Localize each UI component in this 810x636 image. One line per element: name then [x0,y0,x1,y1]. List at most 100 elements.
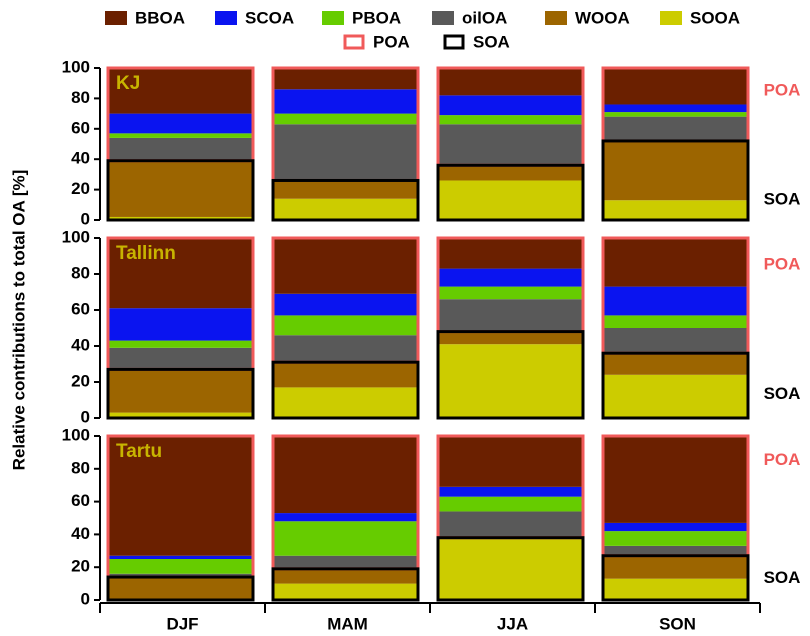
group-outline [106,159,255,222]
y-tick-label: 40 [71,524,90,543]
y-tick-label: 40 [71,335,90,354]
bar-segment [108,436,253,556]
bar-segment [108,308,253,341]
group-outline [436,330,585,420]
group-outline [271,178,420,222]
bar-segment [273,583,418,600]
legend-label: SOOA [690,8,740,27]
bar-segment [603,328,748,354]
bar-segment [603,238,748,287]
group-outline [271,567,420,602]
bar-segment [438,180,583,220]
bar-segment [273,568,418,584]
bar-segment [603,555,748,579]
bar-segment [108,238,253,309]
group-label: SOA [764,568,801,587]
legend-swatch [215,11,237,25]
group-outline [436,163,585,222]
legend-label: SOA [473,32,510,51]
bar-segment [603,374,748,418]
x-tick-label: JJA [497,614,528,633]
y-tick-label: 60 [71,491,90,510]
y-tick-label: 100 [62,57,90,76]
legend-swatch [322,11,344,25]
legend-label: POA [373,32,410,51]
bar-segment [273,124,418,181]
legend-swatch [343,34,365,50]
group-label: POA [764,254,801,273]
bar-segment [603,578,748,600]
group-outline [436,536,585,602]
bar-segment [273,513,418,522]
bar-segment [108,68,253,114]
legend-label: PBOA [352,8,401,27]
bar-segment [603,545,748,556]
legend-label: BBOA [135,8,185,27]
legend-swatch [545,11,567,25]
bar-segment [603,140,748,201]
bar-segment [438,238,583,269]
bar-segment [108,216,253,220]
bar-segment [273,521,418,556]
bar-segment [438,511,583,538]
bar-segment [273,68,418,90]
bar-segment [603,522,748,532]
bar-segment [603,112,748,117]
group-outline [106,575,255,602]
bar-segment [603,315,748,328]
bar-segment [603,436,748,523]
bar-segment [438,486,583,497]
bar-segment [108,113,253,134]
bar-segment [603,68,748,105]
bar-segment [108,133,253,138]
bar-segment [603,200,748,220]
bar-segment [108,369,253,413]
group-label: SOA [764,384,801,403]
x-tick-label: SON [659,614,696,633]
bar-segment [438,539,583,600]
bar-segment [108,577,253,600]
group-outline [601,351,750,420]
bar-segment [603,531,748,546]
bar-segment [603,116,748,141]
bar-segment [603,286,748,316]
bar-segment [273,436,418,514]
bar-segment [438,496,583,512]
y-axis-label: Relative contributions to total OA [%] [9,170,28,471]
bar-segment [438,299,583,332]
panel-label: Tallinn [116,243,176,264]
y-tick-label: 60 [71,299,90,318]
legend-swatch [432,11,454,25]
x-tick-label: DJF [166,614,198,633]
bar-segment [273,180,418,199]
bar-segment [108,555,253,559]
bar-segment [438,331,583,345]
y-tick-label: 0 [81,589,90,608]
y-tick-label: 20 [71,557,90,576]
bar-segment [273,198,418,220]
bar-segment [273,362,418,388]
y-tick-label: 100 [62,227,90,246]
bar-segment [438,286,583,300]
bar-segment [273,335,418,363]
bar-segment [108,412,253,418]
bar-segment [273,387,418,418]
y-tick-label: 20 [71,371,90,390]
bar-segment [273,113,418,125]
bar-segment [273,315,418,336]
bar-segment [273,89,418,114]
panel-label: KJ [116,73,140,94]
bar-segment [108,137,253,161]
legend-swatch [105,11,127,25]
bar-segment [108,160,253,217]
group-outline [601,139,750,222]
group-outline [106,367,255,420]
y-tick-label: 60 [71,118,90,137]
bar-segment [603,353,748,375]
bar-segment [438,344,583,418]
bar-segment [438,124,583,166]
legend-label: SCOA [245,8,294,27]
legend-swatch [443,34,465,50]
legend-swatch [660,11,682,25]
